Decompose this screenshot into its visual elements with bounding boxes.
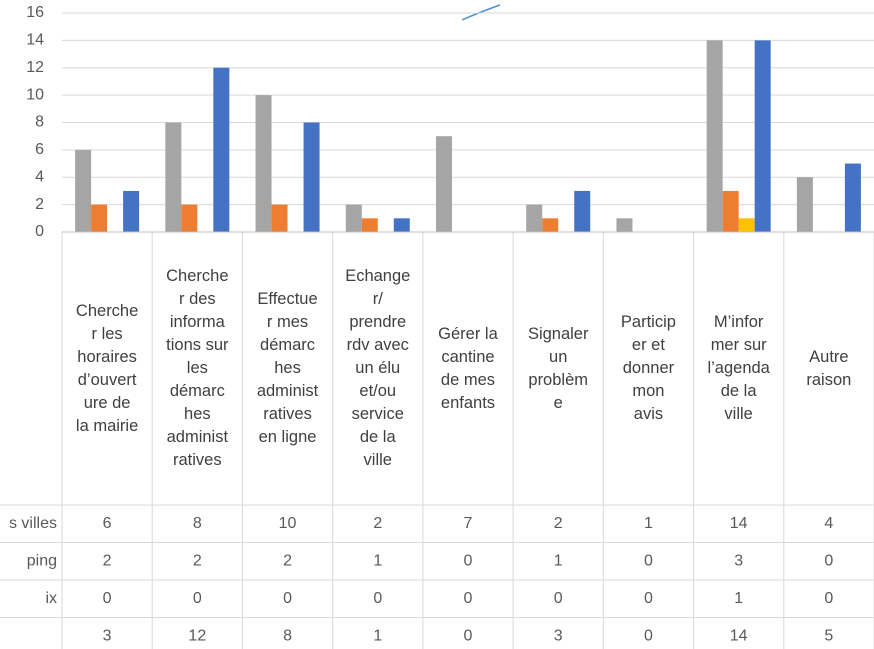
table-value: 0	[373, 590, 382, 607]
table-value: 10	[279, 515, 297, 532]
bar	[345, 204, 362, 232]
table-value: 0	[644, 590, 653, 607]
legend-label: s villes	[9, 515, 57, 532]
category-cell: M’infor mer sur l’agenda de la ville	[707, 313, 770, 423]
y-tick-label: 0	[35, 223, 44, 240]
table-value: 0	[554, 590, 563, 607]
table-value: 3	[554, 627, 563, 644]
bar	[91, 204, 108, 232]
legend-label: ix	[45, 590, 57, 607]
bar	[271, 204, 288, 232]
bar	[181, 204, 198, 232]
category-cell: Echange r/ prendre rdv avec un élu et/ou…	[345, 267, 411, 469]
bar	[542, 218, 559, 232]
decoration-arc	[461, 4, 501, 21]
table-value: 2	[373, 515, 382, 532]
bar	[706, 40, 723, 232]
y-tick-label: 2	[35, 196, 44, 213]
table-value: 7	[464, 515, 473, 532]
x-tick-label: Cherche r les horaires d’ouvert ure de l…	[75, 301, 139, 435]
table-value: 2	[103, 552, 112, 569]
y-tick-label: 8	[35, 114, 44, 131]
bar	[436, 136, 452, 232]
category-cell: Signaler un problèm e	[527, 324, 589, 412]
bar	[393, 218, 410, 232]
bar	[165, 122, 182, 232]
table-value: 0	[824, 590, 833, 607]
table-value: 2	[283, 552, 292, 569]
bar	[526, 204, 543, 232]
bar	[796, 177, 813, 232]
table-value: 0	[824, 552, 833, 569]
x-tick-label: Echange r/ prendre rdv avec un élu et/ou…	[345, 267, 411, 469]
x-tick-label: M’infor mer sur l’agenda de la ville	[707, 313, 770, 423]
y-tick-label: 14	[26, 32, 44, 49]
bar	[616, 218, 633, 232]
table-value: 4	[824, 515, 833, 532]
table-value: 8	[193, 515, 202, 532]
bar	[361, 218, 378, 232]
bar	[738, 218, 755, 232]
table-value: 14	[730, 515, 748, 532]
table-value: 3	[734, 552, 743, 569]
bar	[303, 122, 320, 232]
table-value: 1	[644, 515, 653, 532]
table-value: 1	[373, 552, 382, 569]
table-value: 14	[730, 627, 748, 644]
table-value: 2	[193, 552, 202, 569]
table-value: 5	[824, 627, 833, 644]
table-value: 3	[103, 627, 112, 644]
table-value: 0	[464, 552, 473, 569]
table-value: 0	[644, 627, 653, 644]
category-cell: Cherche r des informa tions sur les déma…	[166, 267, 229, 469]
table-value: 0	[464, 627, 473, 644]
category-cell: Autre raison	[806, 347, 852, 389]
x-tick-label: Autre raison	[806, 347, 852, 389]
y-tick-label: 10	[26, 86, 44, 103]
bar	[75, 149, 92, 232]
x-tick-label: Effectue r mes démarc hes administ rativ…	[256, 290, 319, 446]
bar	[255, 95, 272, 232]
y-tick-label: 6	[35, 141, 44, 158]
x-tick-label: Signaler un problèm e	[527, 324, 589, 412]
table-value: 1	[554, 552, 563, 569]
table-value: 6	[103, 515, 112, 532]
table-value: 0	[283, 590, 292, 607]
bar	[123, 190, 140, 232]
table-value: 12	[188, 627, 206, 644]
category-cell: Gérer la cantine de mes enfants	[438, 324, 498, 412]
table-value: 1	[734, 590, 743, 607]
category-cell: Cherche r les horaires d’ouvert ure de l…	[75, 301, 139, 435]
table-value: 1	[373, 627, 382, 644]
category-cell: Particip er et donner mon avis	[620, 313, 676, 423]
legend-label: ping	[27, 552, 57, 569]
table-value: 0	[464, 590, 473, 607]
bar	[574, 190, 591, 232]
x-tick-label: Particip er et donner mon avis	[620, 313, 676, 423]
table-value: 0	[193, 590, 202, 607]
table-value: 0	[103, 590, 112, 607]
y-tick-label: 4	[35, 168, 44, 185]
table-value: 0	[644, 552, 653, 569]
bar	[213, 67, 230, 232]
table-value: 2	[554, 515, 563, 532]
bar	[754, 40, 771, 232]
table-value: 8	[283, 627, 292, 644]
category-cell: Effectue r mes démarc hes administ rativ…	[256, 290, 319, 446]
bar	[722, 190, 739, 232]
y-tick-label: 16	[26, 4, 44, 21]
x-tick-label: Gérer la cantine de mes enfants	[438, 324, 498, 412]
x-tick-label: Cherche r des informa tions sur les déma…	[166, 267, 229, 469]
y-tick-label: 12	[26, 59, 44, 76]
bar	[844, 163, 861, 232]
